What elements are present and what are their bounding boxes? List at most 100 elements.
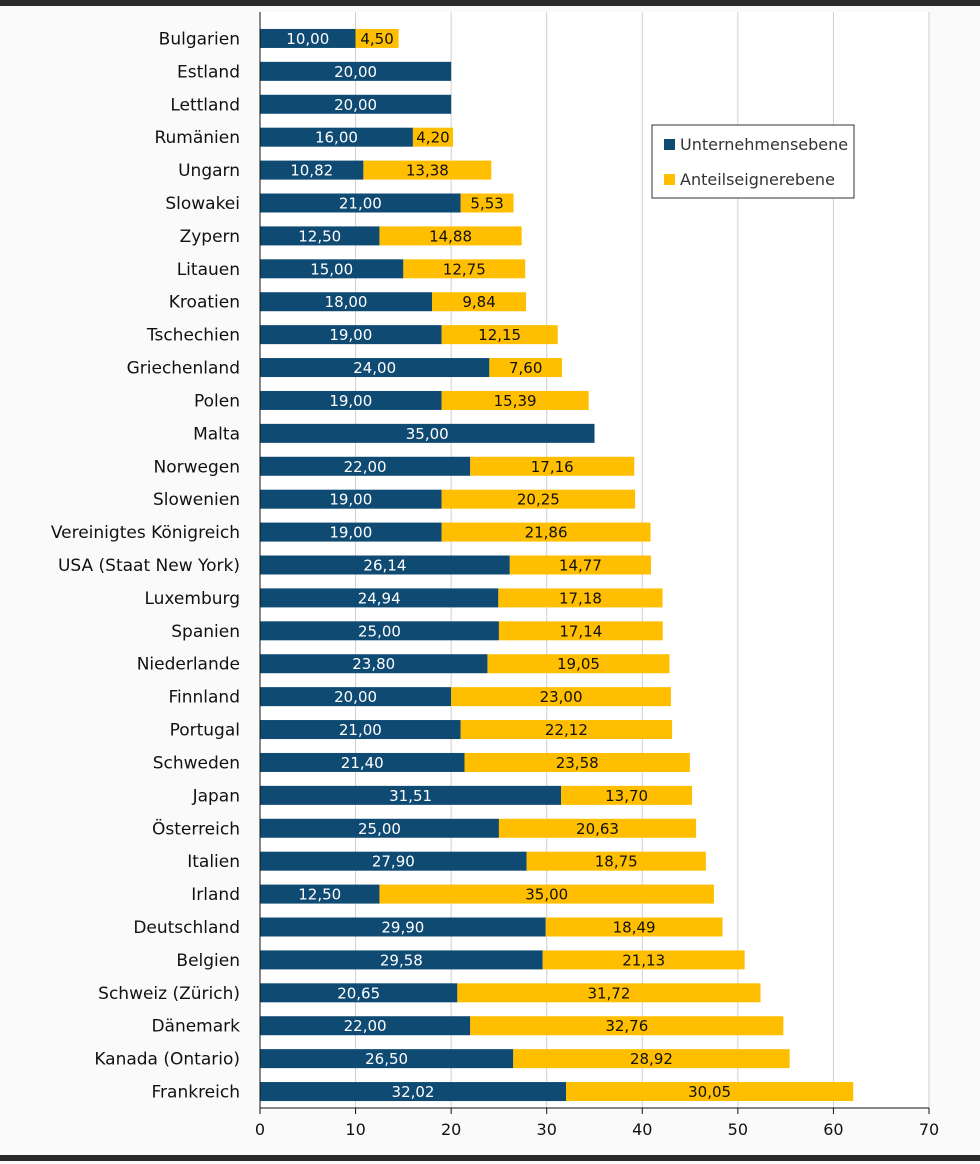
bar-unternehmensebene	[260, 884, 380, 904]
bar-unternehmensebene	[260, 94, 452, 114]
value-label-anteilseignerebene: 32,76	[605, 1017, 648, 1035]
bar-anteilseignerebene	[498, 621, 663, 641]
value-label-anteilseignerebene: 18,75	[595, 853, 638, 871]
category-label: Malta	[193, 424, 240, 444]
bar-unternehmensebene	[260, 950, 543, 970]
category-label: Slowenien	[153, 490, 240, 510]
value-label-unternehmensebene: 29,58	[380, 951, 423, 969]
category-label: Rumänien	[154, 128, 240, 148]
bar-anteilseignerebene	[441, 489, 636, 509]
value-label-anteilseignerebene: 4,20	[416, 129, 449, 147]
value-label-unternehmensebene: 16,00	[315, 129, 358, 147]
value-label-anteilseignerebene: 13,70	[605, 787, 648, 805]
x-tick-label: 40	[632, 1120, 652, 1139]
value-label-unternehmensebene: 31,51	[389, 787, 432, 805]
value-label-anteilseignerebene: 28,92	[630, 1050, 673, 1068]
category-label: Kroatien	[169, 293, 240, 313]
value-label-unternehmensebene: 26,50	[365, 1050, 408, 1068]
value-label-unternehmensebene: 27,90	[372, 853, 415, 871]
bar-anteilseignerebene	[489, 358, 563, 378]
value-label-unternehmensebene: 29,90	[381, 919, 424, 937]
bar-anteilseignerebene	[432, 292, 527, 312]
value-label-anteilseignerebene: 35,00	[525, 886, 568, 904]
value-label-unternehmensebene: 15,00	[310, 260, 353, 278]
category-label: Belgien	[176, 951, 240, 971]
value-label-unternehmensebene: 21,00	[339, 721, 382, 739]
bar-anteilseignerebene	[379, 884, 714, 904]
bar-unternehmensebene	[260, 588, 499, 608]
category-label: Österreich	[152, 817, 240, 839]
value-label-unternehmensebene: 22,00	[344, 458, 387, 476]
value-label-anteilseignerebene: 17,14	[559, 622, 602, 640]
category-label: Frankreich	[152, 1083, 241, 1103]
value-label-unternehmensebene: 19,00	[329, 524, 372, 542]
x-tick-label: 50	[728, 1120, 748, 1139]
category-label: Spanien	[171, 622, 240, 642]
category-label: Luxemburg	[144, 589, 240, 609]
bar-anteilseignerebene	[451, 687, 671, 707]
bar-unternehmensebene	[260, 390, 442, 410]
bar-anteilseignerebene	[441, 390, 589, 410]
legend-swatch-anteilseignerebene	[664, 174, 675, 185]
category-label: Schweiz (Zürich)	[98, 984, 240, 1004]
bar-anteilseignerebene	[526, 851, 706, 871]
x-tick-label: 10	[345, 1120, 365, 1139]
bar-anteilseignerebene	[470, 456, 635, 476]
category-label: Litauen	[177, 260, 240, 280]
bar-unternehmensebene	[260, 621, 499, 641]
bar-anteilseignerebene	[355, 28, 399, 48]
bar-anteilseignerebene	[487, 654, 670, 674]
bar-unternehmensebene	[260, 61, 452, 81]
bar-anteilseignerebene	[470, 1016, 784, 1036]
value-label-anteilseignerebene: 17,16	[531, 458, 574, 476]
x-tick-label: 0	[255, 1120, 265, 1139]
value-label-anteilseignerebene: 4,50	[360, 30, 393, 48]
bar-unternehmensebene	[260, 456, 471, 476]
category-label: Lettland	[170, 95, 240, 115]
bar-unternehmensebene	[260, 489, 442, 509]
value-label-unternehmensebene: 22,00	[344, 1017, 387, 1035]
top-rule	[0, 0, 980, 6]
bar-anteilseignerebene	[412, 127, 454, 147]
category-label: Ungarn	[178, 161, 240, 181]
value-label-unternehmensebene: 25,00	[358, 820, 401, 838]
value-label-anteilseignerebene: 23,00	[540, 688, 583, 706]
bar-unternehmensebene	[260, 522, 442, 542]
value-label-anteilseignerebene: 7,60	[509, 359, 542, 377]
category-label: Zypern	[180, 227, 240, 247]
category-label: Vereinigtes Königreich	[51, 523, 240, 543]
category-label: Irland	[191, 885, 240, 905]
x-tick-label: 70	[919, 1120, 939, 1139]
bar-anteilseignerebene	[363, 160, 492, 180]
value-label-anteilseignerebene: 12,15	[478, 326, 521, 344]
bar-anteilseignerebene	[566, 1082, 854, 1102]
legend-label: Unternehmensebene	[680, 135, 848, 154]
bar-anteilseignerebene	[498, 818, 697, 838]
value-label-unternehmensebene: 10,00	[286, 30, 329, 48]
value-label-unternehmensebene: 18,00	[325, 293, 368, 311]
value-label-unternehmensebene: 21,40	[341, 754, 384, 772]
bar-unternehmensebene	[260, 1016, 471, 1036]
category-label: Norwegen	[154, 457, 241, 477]
value-label-anteilseignerebene: 14,77	[559, 557, 602, 575]
value-label-anteilseignerebene: 21,86	[525, 524, 568, 542]
category-label: Griechenland	[127, 359, 240, 379]
category-label: Slowakei	[165, 194, 240, 214]
bar-unternehmensebene	[260, 1049, 514, 1069]
bar-anteilseignerebene	[545, 917, 723, 937]
category-label: Portugal	[170, 721, 240, 741]
bar-anteilseignerebene	[441, 522, 651, 542]
value-label-anteilseignerebene: 20,63	[576, 820, 619, 838]
value-label-anteilseignerebene: 13,38	[406, 162, 449, 180]
value-label-unternehmensebene: 24,94	[358, 589, 401, 607]
legend-box	[651, 124, 855, 199]
value-label-anteilseignerebene: 21,13	[622, 951, 665, 969]
value-label-anteilseignerebene: 22,12	[545, 721, 588, 739]
value-label-anteilseignerebene: 31,72	[587, 984, 630, 1002]
value-label-unternehmensebene: 19,00	[329, 392, 372, 410]
bar-unternehmensebene	[260, 687, 452, 707]
value-label-unternehmensebene: 20,00	[334, 688, 377, 706]
value-label-anteilseignerebene: 19,05	[557, 655, 600, 673]
value-label-unternehmensebene: 20,65	[337, 984, 380, 1002]
bar-anteilseignerebene	[542, 950, 745, 970]
